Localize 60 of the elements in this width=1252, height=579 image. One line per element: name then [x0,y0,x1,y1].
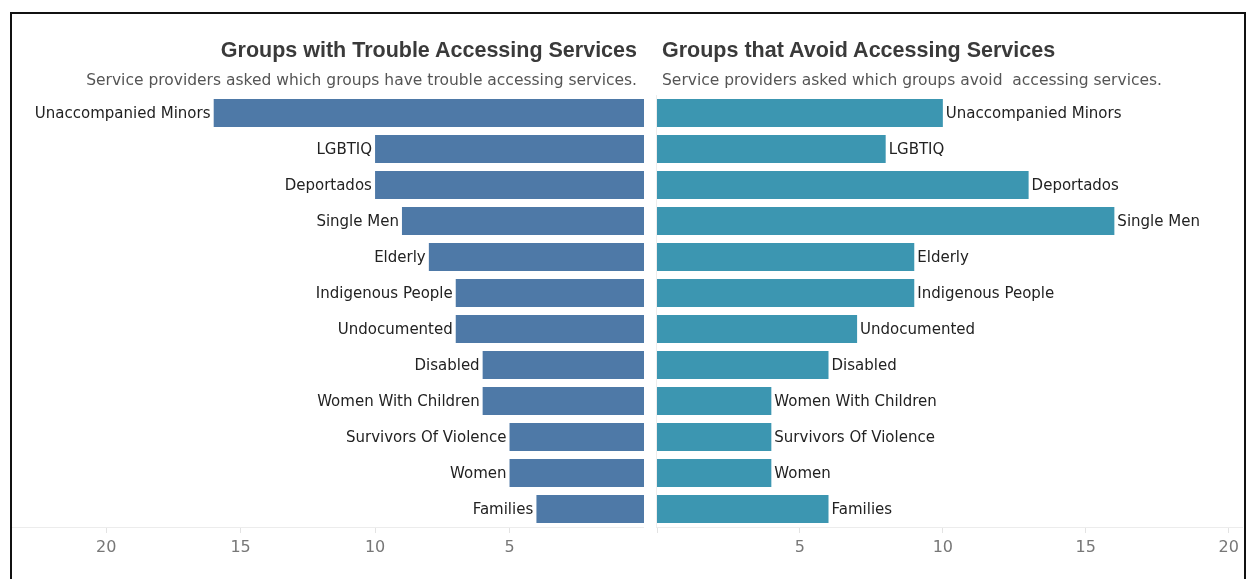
bar [455,278,644,308]
category-label: Undocumented [860,320,976,338]
x-tick-label: 5 [794,537,806,557]
bar [375,170,644,200]
category-label: Women [774,464,831,482]
category-label: Indigenous People [917,284,1055,302]
bar [657,134,886,164]
category-label: Survivors Of Violence [345,428,507,446]
bar [213,98,644,128]
bar [375,134,644,164]
bar [657,242,915,272]
x-tick-label: 20 [95,537,117,557]
category-label: Single Men [316,212,399,230]
x-tick-label: 5 [504,537,515,557]
bar [428,242,644,272]
bar [509,458,644,488]
category-label: Families [472,500,534,518]
chart-subtitle: Service providers asked which groups have trouble accessing services. [85,70,638,91]
category-label: Elderly [374,248,426,266]
category-label: Families [831,500,893,518]
bar [657,422,772,452]
category-label: LGBTIQ [888,140,945,158]
bar [657,494,829,524]
category-label: Unaccompanied Minors [945,104,1122,122]
chart-subtitle: Service providers asked which groups avoid accessing services. [661,70,1163,91]
bar [657,458,772,488]
x-tick-label: 15 [1075,537,1096,557]
category-label: Deportados [1031,176,1119,194]
category-label: Women With Children [774,392,937,410]
category-label: Deportados [284,176,372,194]
bar [536,494,644,524]
category-label: Indigenous People [315,284,453,302]
category-label: Undocumented [337,320,453,338]
x-tick-label: 20 [1218,537,1239,557]
bar [401,206,644,236]
bar [657,206,1115,236]
category-label: Disabled [831,356,897,374]
chart-title: Groups that Avoid Accessing Services [661,37,1057,64]
bar [482,350,644,380]
x-tick-label: 10 [932,537,954,557]
category-label: LGBTIQ [316,140,373,158]
category-label: Women [450,464,507,482]
bar [657,278,915,308]
category-label: Survivors Of Violence [774,428,935,446]
category-label: Elderly [917,248,969,266]
chart-title: Groups with Trouble Accessing Services [219,37,638,64]
bar [657,386,772,416]
category-label: Unaccompanied Minors [34,104,211,122]
x-tick-label: 15 [230,537,251,557]
x-tick-label: 10 [364,537,386,557]
bar [657,170,1029,200]
bar [455,314,644,344]
bar [657,314,858,344]
category-label: Women With Children [317,392,480,410]
bar [657,350,829,380]
bar [482,386,644,416]
category-label: Single Men [1117,212,1200,230]
bar [509,422,644,452]
category-label: Disabled [414,356,480,374]
bar [657,98,943,128]
